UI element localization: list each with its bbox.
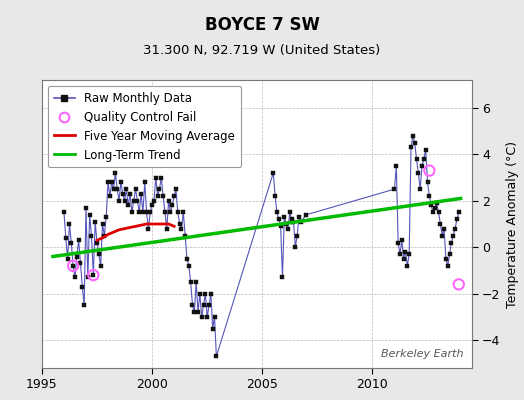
Legend: Raw Monthly Data, Quality Control Fail, Five Year Moving Average, Long-Term Tren: Raw Monthly Data, Quality Control Fail, … <box>48 86 241 168</box>
Text: Berkeley Earth: Berkeley Earth <box>380 349 463 359</box>
Text: BOYCE 7 SW: BOYCE 7 SW <box>204 16 320 34</box>
Y-axis label: Temperature Anomaly (°C): Temperature Anomaly (°C) <box>506 140 519 308</box>
Text: 31.300 N, 92.719 W (United States): 31.300 N, 92.719 W (United States) <box>144 44 380 57</box>
Point <box>454 281 463 288</box>
Point <box>69 263 78 269</box>
Point <box>425 167 433 174</box>
Point <box>89 272 97 278</box>
